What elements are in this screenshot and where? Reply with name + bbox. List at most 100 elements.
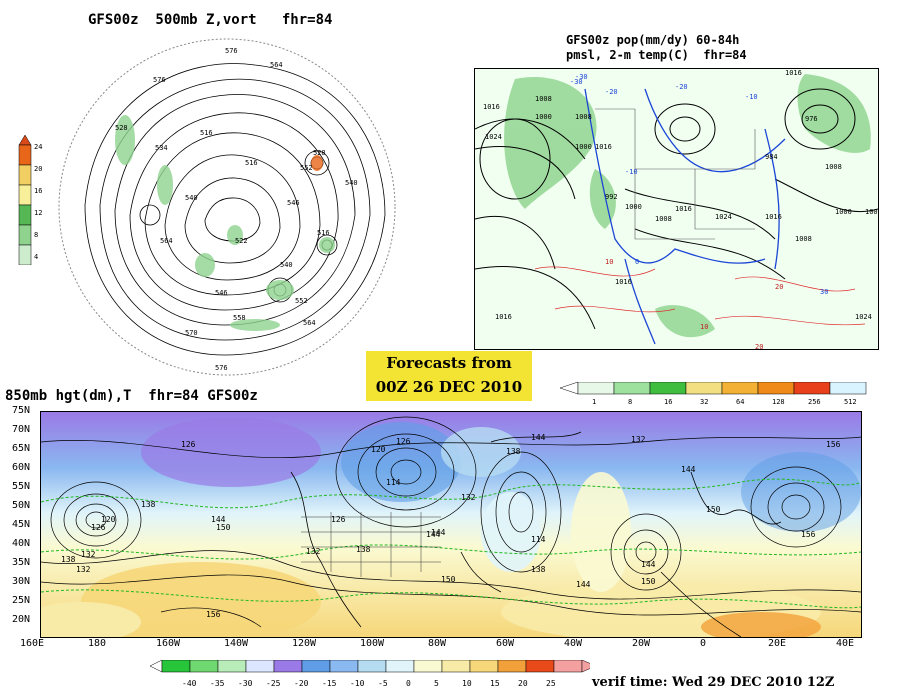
- polar-map-svg: 5765645765645285345165165405225525285405…: [58, 38, 396, 376]
- polar-contour-label: 552: [300, 164, 313, 172]
- precip-shading: [504, 74, 871, 338]
- polar-contour-label: 528: [313, 149, 326, 157]
- height-label: 126: [181, 440, 196, 449]
- polar-colorbar-box: [18, 164, 32, 186]
- height-label: 144: [681, 465, 696, 474]
- temp-contours-warm: [534, 266, 866, 326]
- height-label: 156: [826, 440, 841, 449]
- height-contours-850: [41, 416, 861, 628]
- panel-850-colorbar-tick: -15: [322, 679, 337, 688]
- height-label: 150: [441, 575, 456, 584]
- height-label: 138: [356, 545, 371, 554]
- height-label: 126: [396, 437, 411, 446]
- polar-contour-label: 534: [155, 144, 168, 152]
- panel-850-colorbar-box: [329, 659, 359, 673]
- panel-850-colorbar-tick: 5: [434, 679, 439, 688]
- conus-colorbar-tick: 256: [808, 398, 821, 406]
- longitude-tick: 0: [700, 638, 707, 649]
- polar-contour-label: 576: [225, 47, 238, 55]
- panel-850-colorbar-box: [553, 659, 583, 673]
- polar-contour-label: 564: [160, 237, 173, 245]
- longitude-tick: 40W: [564, 638, 583, 649]
- isobar-label: 1016: [765, 213, 782, 221]
- forecast-line2: 00Z 26 DEC 2010: [375, 378, 523, 396]
- conus-colorbar-box: [685, 381, 723, 395]
- conus-colorbar-box: [829, 381, 867, 395]
- height-label: 144: [641, 560, 656, 569]
- panel-850-colorbar-tick: -10: [350, 679, 365, 688]
- state-borders: [595, 108, 756, 240]
- longitude-axis: 160E 180 160W 140W 120W 100W 80W 60W 40W 20W 0 20E 4…: [20, 638, 880, 652]
- panel-850-colorbar-tick: -30: [238, 679, 253, 688]
- latitude-tick: 75N: [12, 405, 31, 416]
- height-label: 120: [101, 515, 116, 524]
- temp-label: -10: [745, 93, 758, 101]
- latitude-tick: 50N: [12, 500, 31, 511]
- isobar-label: 1000: [575, 143, 592, 151]
- polar-contour-label: 516: [245, 159, 258, 167]
- isobar-label: 984: [765, 153, 778, 161]
- polar-colorbar-box: [18, 144, 32, 166]
- panel-850-colorbar-box: [189, 659, 219, 673]
- polar-contour-label: 564: [270, 61, 283, 69]
- longitude-tick: 160W: [156, 638, 181, 649]
- map-850mb: 126 120 126 114 132 138 144 132 144 156 120 126 132 1…: [40, 411, 862, 638]
- polar-contour-label: 564: [303, 319, 316, 327]
- longitude-tick: 60W: [496, 638, 515, 649]
- height-label: 132: [76, 565, 91, 574]
- conus-colorbar-box: [721, 381, 759, 395]
- height-label: 144: [531, 433, 546, 442]
- polar-contour-label: 540: [280, 261, 293, 269]
- polar-colorbar-tick: 16: [34, 187, 42, 195]
- temp-label: 10: [605, 258, 613, 266]
- panel-850-colorbar-tick: 15: [490, 679, 500, 688]
- longitude-tick: 180: [88, 638, 107, 649]
- height-label: 156: [206, 610, 221, 619]
- isobar-label: 1016: [495, 313, 512, 321]
- temp-label: 30: [820, 288, 828, 296]
- height-label: 144: [576, 580, 591, 589]
- panel-850-colorbar-tick: -20: [294, 679, 309, 688]
- polar-contour-label: 576: [215, 364, 228, 372]
- panel-850-colorbar-tick: -35: [210, 679, 225, 688]
- polar-colorbar-tick: 20: [34, 165, 42, 173]
- isobar-label: 1000: [835, 208, 852, 216]
- isobar-label: 1016: [595, 143, 612, 151]
- state-grid: [301, 512, 441, 577]
- panel-850-title: 850mb hgt(dm),T fhr=84 GFS00z: [5, 388, 258, 404]
- polar-contour-label: 558: [233, 314, 246, 322]
- conus-colorbar: 1 8 16 32 64 128 256 512: [559, 381, 880, 410]
- panel-850-colorbar-tick: -40: [182, 679, 197, 688]
- height-label: 144: [426, 530, 441, 539]
- polar-contour-label: 516: [200, 129, 213, 137]
- panel-850-colorbar-tick: 25: [546, 679, 556, 688]
- isobar-label: 1000: [625, 203, 642, 211]
- panel-850-colorbar-tick: -25: [266, 679, 281, 688]
- polar-colorbar-box: [18, 224, 32, 246]
- isobar-label: 976: [805, 115, 818, 123]
- temp-label: 10: [700, 323, 708, 331]
- verif-time: verif time: Wed 29 DEC 2010 12Z: [592, 675, 835, 690]
- conus-cb-left-arrow: [559, 381, 579, 395]
- conus-colorbar-tick: 64: [736, 398, 744, 406]
- polar-contour-label: 528: [115, 124, 128, 132]
- latitude-tick: 20N: [12, 614, 31, 625]
- panel-850-colorbar-box: [273, 659, 303, 673]
- panel-850-colorbar-box: [217, 659, 247, 673]
- height-label: 126: [91, 523, 106, 532]
- conus-colorbar-box: [613, 381, 651, 395]
- isobar-label: 1016: [483, 103, 500, 111]
- colorbar-right-arrow: [581, 659, 597, 673]
- longitude-tick: 80W: [428, 638, 447, 649]
- temp-label: -20: [605, 88, 618, 96]
- panel-850-colorbar-box: [301, 659, 331, 673]
- panel-850-colorbar-tick: 0: [406, 679, 411, 688]
- isobar-label: 1024: [855, 313, 872, 321]
- isobar-label: 1024: [715, 213, 732, 221]
- conus-colorbar-tick: 32: [700, 398, 708, 406]
- height-label: 138: [141, 500, 156, 509]
- isobar-label: 1000: [535, 113, 552, 121]
- isobar-label: 1016: [615, 278, 632, 286]
- polar-colorbar-box: [18, 244, 32, 266]
